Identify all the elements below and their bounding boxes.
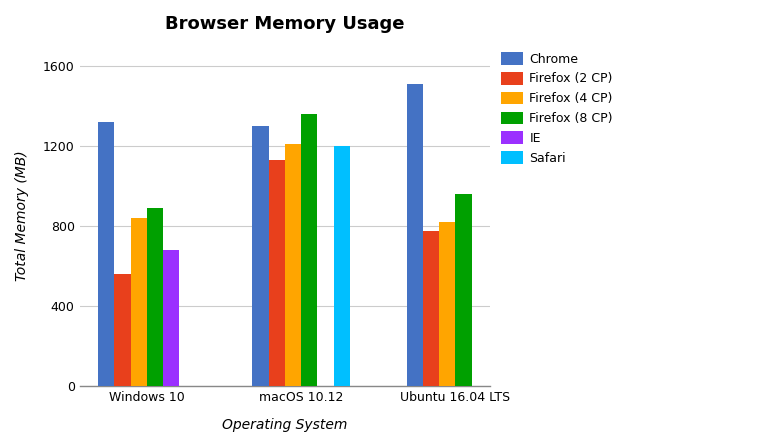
Legend: Chrome, Firefox (2 CP), Firefox (4 CP), Firefox (8 CP), IE, Safari: Chrome, Firefox (2 CP), Firefox (4 CP), … <box>501 52 613 165</box>
Bar <box>285 144 301 386</box>
Y-axis label: Total Memory (MB): Total Memory (MB) <box>15 151 29 281</box>
Bar <box>407 84 423 386</box>
Bar <box>98 122 114 386</box>
Bar <box>301 114 317 386</box>
Title: Browser Memory Usage: Browser Memory Usage <box>165 15 405 33</box>
Bar <box>333 146 349 386</box>
Bar <box>439 222 455 386</box>
X-axis label: Operating System: Operating System <box>222 418 348 432</box>
Bar <box>269 160 285 386</box>
Bar <box>423 231 439 386</box>
Bar <box>147 208 163 386</box>
Bar <box>163 250 179 386</box>
Bar <box>131 218 147 386</box>
Bar <box>253 126 269 386</box>
Bar <box>455 194 472 386</box>
Bar <box>114 274 131 386</box>
